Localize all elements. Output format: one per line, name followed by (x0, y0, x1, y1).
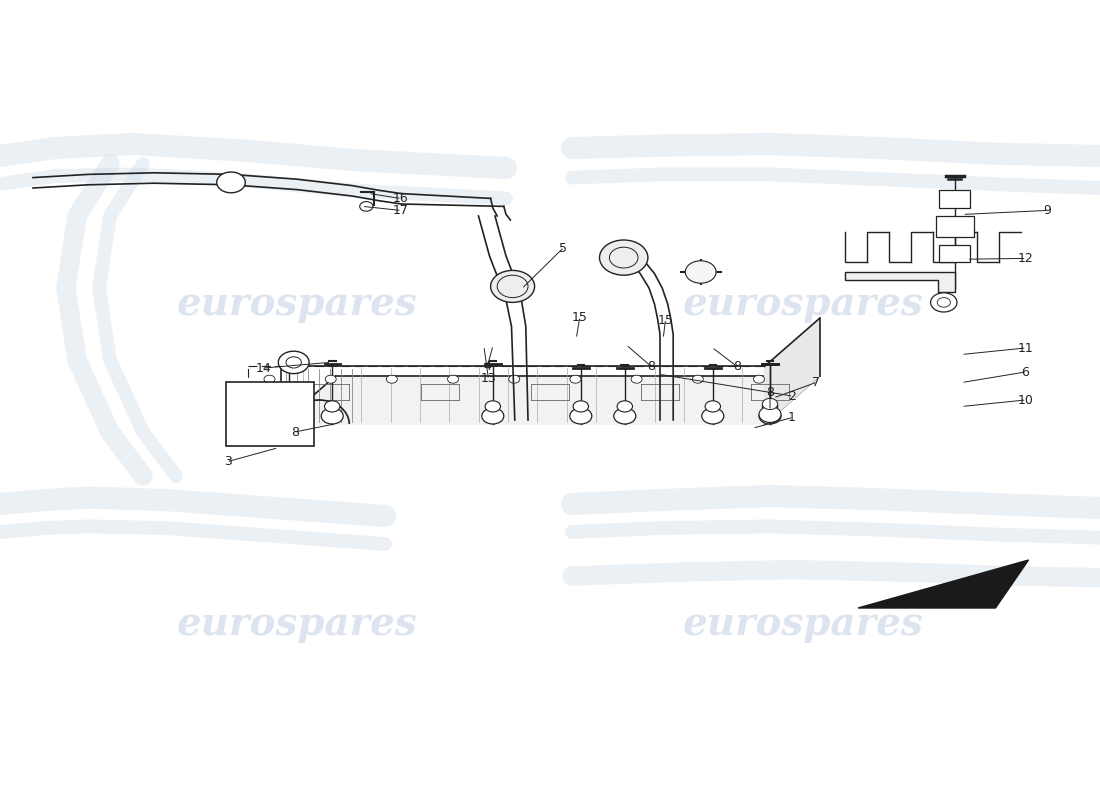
Circle shape (264, 375, 275, 383)
Text: 8: 8 (647, 360, 656, 373)
Text: 7: 7 (812, 376, 821, 389)
Text: 16: 16 (393, 192, 408, 205)
Text: 5: 5 (559, 242, 568, 254)
Text: 15: 15 (658, 314, 673, 326)
Polygon shape (280, 376, 820, 424)
Circle shape (324, 401, 340, 412)
Bar (248, 366, 781, 392)
Circle shape (570, 408, 592, 424)
Text: 12: 12 (1018, 252, 1033, 265)
Circle shape (617, 401, 632, 412)
Text: 10: 10 (1018, 394, 1033, 406)
Circle shape (217, 172, 245, 193)
Text: 8: 8 (733, 360, 741, 373)
Circle shape (692, 375, 703, 383)
Circle shape (448, 375, 459, 383)
Circle shape (600, 240, 648, 275)
Circle shape (937, 298, 950, 307)
Text: 11: 11 (1018, 342, 1033, 354)
Text: eurospares: eurospares (177, 605, 417, 643)
Circle shape (326, 375, 337, 383)
Circle shape (631, 375, 642, 383)
Circle shape (754, 375, 764, 383)
Circle shape (685, 261, 716, 283)
Text: 8: 8 (290, 426, 299, 438)
Bar (939, 190, 970, 208)
Circle shape (485, 401, 501, 412)
Bar (226, 382, 314, 446)
Polygon shape (858, 560, 1028, 608)
Text: 9: 9 (1043, 204, 1052, 217)
Circle shape (614, 408, 636, 424)
Circle shape (705, 401, 720, 412)
Text: 17: 17 (393, 204, 408, 217)
Text: 1: 1 (788, 411, 796, 424)
Circle shape (762, 401, 778, 412)
Circle shape (386, 375, 397, 383)
Text: eurospares: eurospares (177, 285, 417, 323)
Text: 3: 3 (223, 455, 232, 468)
Circle shape (321, 408, 343, 424)
Circle shape (286, 357, 301, 368)
Text: 13: 13 (481, 372, 496, 385)
Text: 6: 6 (1021, 366, 1030, 378)
Circle shape (759, 406, 781, 422)
Circle shape (570, 375, 581, 383)
Text: eurospares: eurospares (683, 285, 923, 323)
Text: 2: 2 (788, 390, 796, 402)
Polygon shape (764, 318, 820, 424)
Text: 4: 4 (483, 360, 492, 373)
Circle shape (491, 270, 535, 302)
Text: 15: 15 (572, 311, 587, 324)
Circle shape (508, 375, 519, 383)
Text: eurospares: eurospares (683, 605, 923, 643)
Circle shape (573, 401, 588, 412)
Circle shape (702, 408, 724, 424)
Circle shape (762, 398, 778, 410)
Circle shape (759, 408, 781, 424)
Polygon shape (845, 272, 955, 292)
Circle shape (278, 351, 309, 374)
Bar (939, 245, 970, 262)
Circle shape (482, 408, 504, 424)
Text: 14: 14 (256, 362, 272, 374)
Circle shape (931, 293, 957, 312)
Text: 8: 8 (766, 386, 774, 398)
Bar (936, 216, 974, 237)
